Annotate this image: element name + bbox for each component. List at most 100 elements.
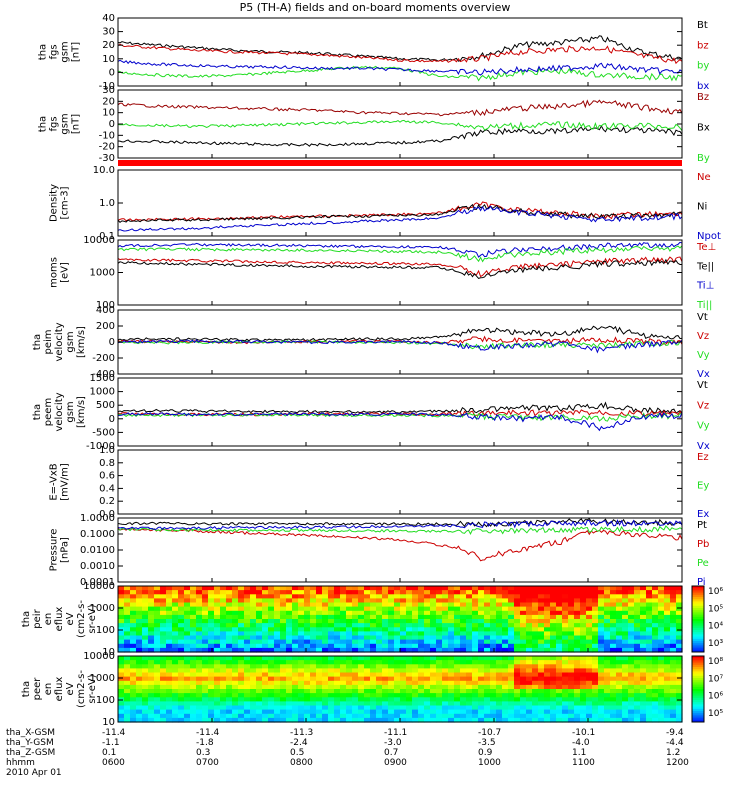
y-tick-label: 0.0001	[80, 577, 115, 588]
spectrogram-cell	[538, 680, 545, 686]
spectrogram-cell	[346, 623, 353, 628]
spectrogram-cell	[268, 598, 275, 604]
spectrogram-cell	[268, 606, 275, 612]
colorbar-swatch	[692, 693, 704, 697]
spectrogram-cell	[304, 660, 311, 665]
spectrogram-cell	[658, 668, 665, 674]
spectrogram-cell	[130, 668, 137, 674]
spectrogram-cell	[550, 610, 557, 616]
spectrogram-cell	[550, 676, 557, 682]
spectrogram-cell	[346, 590, 353, 595]
spectrogram-cell	[310, 664, 317, 669]
spectrogram-cell	[538, 590, 545, 595]
spectrogram-cell	[454, 705, 461, 711]
ephemeris-row-label: tha_Y-GSM	[6, 738, 54, 748]
spectrogram-cell	[202, 594, 209, 599]
spectrogram-cell	[190, 713, 197, 719]
spectrogram-cell	[448, 627, 455, 632]
spectrogram-cell	[418, 684, 425, 690]
ephemeris-value: 0.3	[196, 748, 211, 758]
spectrogram-cell	[382, 693, 389, 698]
spectrogram-cell	[154, 705, 161, 711]
spectrogram-cell	[598, 676, 605, 682]
spectrogram-cell	[340, 594, 347, 599]
spectrogram-cell	[496, 709, 503, 715]
spectrogram-cell	[532, 689, 539, 694]
spectrogram-cell	[340, 631, 347, 637]
spectrogram-cell	[448, 676, 455, 682]
legend-entry: Bt	[697, 20, 708, 31]
spectrogram-cell	[124, 676, 131, 682]
spectrogram-cell	[634, 713, 641, 719]
spectrogram-cell	[556, 627, 563, 632]
spectrogram-cell	[448, 606, 455, 612]
spectrogram-cell	[400, 717, 407, 723]
spectrogram-cell	[676, 680, 683, 686]
spectrogram-cell	[454, 598, 461, 604]
spectrogram-cell	[184, 639, 191, 645]
spectrogram-cell	[382, 643, 389, 649]
spectrogram-cell	[136, 660, 143, 665]
y-tick-label: 1000	[90, 268, 115, 279]
spectrogram-cell	[256, 697, 263, 702]
spectrogram-cell	[592, 590, 599, 595]
spectrogram-cell	[670, 672, 677, 678]
spectrogram-cell	[532, 586, 539, 591]
spectrogram-cell	[232, 701, 239, 707]
spectrogram-cell	[640, 647, 647, 653]
spectrogram-cell	[142, 664, 149, 669]
spectrogram-cell	[166, 676, 173, 682]
spectrogram-cell	[652, 623, 659, 628]
legend-entry: Ey	[697, 481, 709, 492]
spectrogram-cell	[376, 713, 383, 719]
legend-entry: Vz	[697, 400, 709, 411]
spectrogram-cell	[652, 672, 659, 678]
spectrogram-cell	[664, 668, 671, 674]
spectrogram-cell	[430, 709, 437, 715]
y-tick-label: 10000	[83, 235, 115, 246]
spectrogram-cell	[448, 693, 455, 698]
spectrogram-cell	[286, 602, 293, 608]
spectrogram-cell	[376, 639, 383, 645]
spectrogram-cell	[490, 635, 497, 641]
spectrogram-cell	[358, 705, 365, 711]
spectrogram-cell	[274, 619, 281, 624]
spectrogram-cell	[538, 606, 545, 612]
spectrogram-cell	[520, 643, 527, 649]
spectrogram-cell	[514, 672, 521, 678]
spectrogram-cell	[358, 684, 365, 690]
spectrogram-cell	[226, 713, 233, 719]
spectrogram-cell	[352, 586, 359, 591]
spectrogram-cell	[460, 676, 467, 682]
spectrogram-cell	[130, 684, 137, 690]
spectrogram-cell	[646, 635, 653, 641]
spectrogram-cell	[448, 635, 455, 641]
spectrogram-cell	[598, 709, 605, 715]
spectrogram-cell	[610, 602, 617, 608]
spectrogram-cell	[286, 660, 293, 665]
spectrogram-cell	[388, 594, 395, 599]
spectrogram-cell	[574, 672, 581, 678]
spectrogram-cell	[592, 701, 599, 707]
spectrogram-cell	[508, 676, 515, 682]
spectrogram-cell	[364, 631, 371, 637]
spectrogram-cell	[376, 647, 383, 653]
spectrogram-cell	[172, 672, 179, 678]
spectrogram-cell	[436, 680, 443, 686]
spectrogram-cell	[202, 680, 209, 686]
ephemeris-value: 0.9	[478, 748, 493, 758]
spectrogram-cell	[484, 619, 491, 624]
spectrogram-cell	[376, 689, 383, 694]
spectrogram-cell	[592, 614, 599, 620]
spectrogram-cell	[286, 680, 293, 686]
spectrogram-cell	[274, 586, 281, 591]
spectrogram-cell	[304, 668, 311, 674]
spectrogram-cell	[538, 635, 545, 641]
spectrogram-cell	[592, 705, 599, 711]
spectrogram-cell	[262, 676, 269, 682]
series-line-npot	[117, 205, 683, 232]
spectrogram-cell	[406, 660, 413, 665]
spectrogram-cell	[124, 660, 131, 665]
spectrogram-cell	[220, 586, 227, 591]
